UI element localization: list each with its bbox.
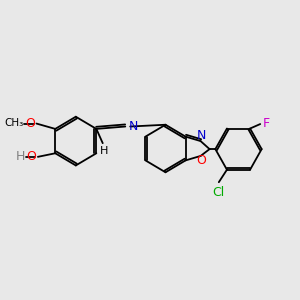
Text: O: O bbox=[196, 154, 206, 167]
Text: CH₃: CH₃ bbox=[4, 118, 23, 128]
Text: N: N bbox=[129, 120, 138, 133]
Text: H: H bbox=[16, 150, 25, 163]
Text: H: H bbox=[100, 146, 108, 156]
Text: N: N bbox=[196, 129, 206, 142]
Text: Cl: Cl bbox=[212, 186, 224, 199]
Text: O: O bbox=[26, 150, 36, 163]
Text: O: O bbox=[25, 117, 35, 130]
Text: F: F bbox=[263, 117, 270, 130]
